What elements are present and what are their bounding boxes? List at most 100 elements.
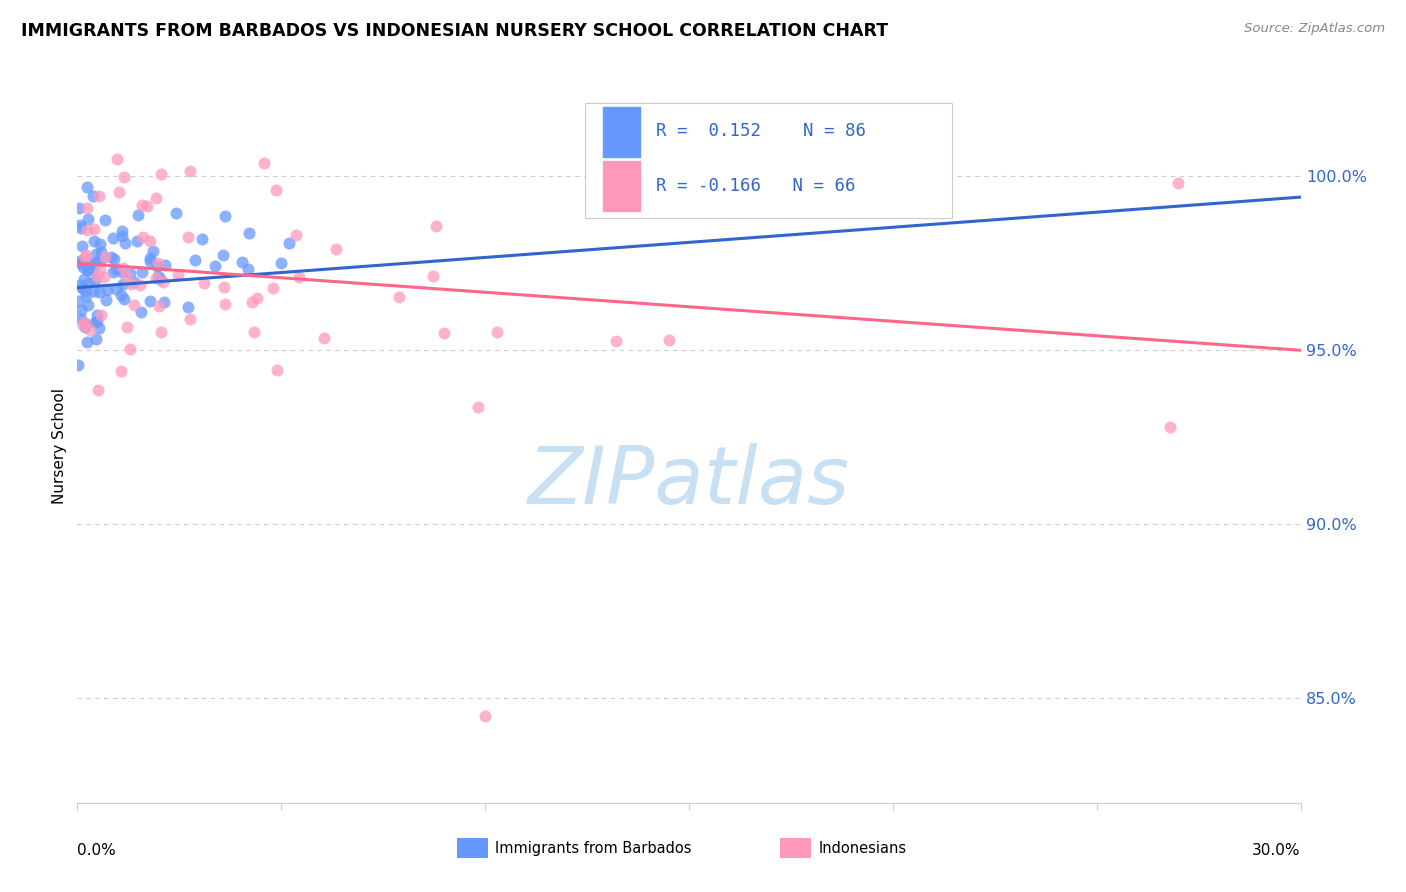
Point (77, 212, 100, 227)
Point (70, 303, 93, 318)
Point (89, 263, 111, 277)
Point (114, 236, 136, 251)
Point (128, 277, 150, 292)
Point (467, 400, 489, 414)
Point (120, 277, 142, 292)
Point (191, 232, 214, 246)
Point (120, 342, 142, 356)
FancyBboxPatch shape (603, 161, 640, 211)
Point (80, 257, 103, 271)
Point (129, 305, 152, 319)
Point (105, 152, 128, 166)
Point (76, 180, 98, 194)
Point (433, 326, 456, 340)
Text: R = -0.166   N = 66: R = -0.166 N = 66 (657, 177, 855, 194)
Point (278, 235, 301, 250)
Point (96, 283, 118, 297)
FancyBboxPatch shape (603, 107, 640, 157)
Point (76, 222, 98, 236)
Point (122, 298, 145, 312)
Point (112, 292, 135, 306)
Text: Indonesians: Indonesians (818, 841, 907, 855)
Point (231, 255, 253, 269)
Point (120, 266, 142, 280)
Point (214, 210, 236, 224)
Point (148, 269, 170, 284)
Point (89, 253, 111, 268)
Point (314, 331, 336, 345)
Point (127, 234, 149, 248)
Point (70, 221, 93, 235)
Point (86, 314, 108, 328)
Point (240, 295, 263, 310)
Text: IMMIGRANTS FROM BARBADOS VS INDONESIAN NURSERY SCHOOL CORRELATION CHART: IMMIGRANTS FROM BARBADOS VS INDONESIAN N… (21, 22, 889, 40)
Point (238, 261, 260, 276)
Point (76, 335, 98, 350)
Point (73, 272, 96, 286)
Point (77, 262, 100, 277)
Point (245, 291, 267, 305)
Text: R =  0.152    N = 86: R = 0.152 N = 86 (657, 121, 866, 139)
Point (76, 317, 98, 331)
Point (138, 253, 160, 268)
Point (135, 199, 157, 213)
Point (76, 201, 98, 215)
Point (138, 293, 160, 308)
Point (70, 239, 93, 253)
Point (82, 262, 104, 277)
Point (176, 300, 198, 314)
Point (263, 281, 285, 295)
Point (110, 288, 132, 302)
Point (111, 261, 134, 276)
Point (179, 163, 201, 178)
Point (105, 262, 128, 277)
Point (111, 228, 134, 243)
Point (287, 270, 309, 285)
Point (142, 244, 165, 258)
Point (72, 281, 94, 295)
Point (101, 230, 124, 244)
Text: ZIPatlas: ZIPatlas (527, 442, 851, 521)
Point (150, 167, 173, 181)
Point (145, 191, 167, 205)
Point (184, 252, 207, 267)
Point (212, 279, 235, 293)
Point (90, 244, 112, 259)
Point (67, 201, 90, 215)
Point (658, 333, 681, 347)
Point (67, 358, 90, 372)
Text: Source: ZipAtlas.com: Source: ZipAtlas.com (1244, 22, 1385, 36)
Point (149, 272, 172, 286)
Point (86, 269, 108, 284)
Point (84, 315, 107, 329)
Point (179, 311, 201, 326)
Point (90, 308, 112, 322)
Point (75, 288, 97, 302)
Point (87, 383, 110, 397)
Point (425, 219, 447, 234)
FancyBboxPatch shape (585, 103, 952, 218)
Point (111, 224, 134, 238)
Point (211, 248, 233, 262)
Point (152, 295, 174, 310)
Point (79, 323, 101, 337)
Point (422, 268, 444, 283)
Point (149, 325, 172, 339)
Point (72, 318, 94, 333)
Point (83, 222, 105, 236)
Point (69, 312, 91, 326)
Point (83, 284, 105, 298)
Point (108, 185, 131, 199)
Point (84, 332, 107, 346)
Point (104, 282, 127, 296)
Point (253, 155, 276, 169)
Point (243, 325, 266, 339)
Point (87, 321, 110, 335)
Point (112, 277, 135, 292)
Point (165, 206, 187, 220)
Point (388, 290, 411, 304)
Point (264, 183, 287, 197)
Point (73, 320, 96, 334)
Point (117, 269, 139, 284)
Point (605, 334, 627, 348)
